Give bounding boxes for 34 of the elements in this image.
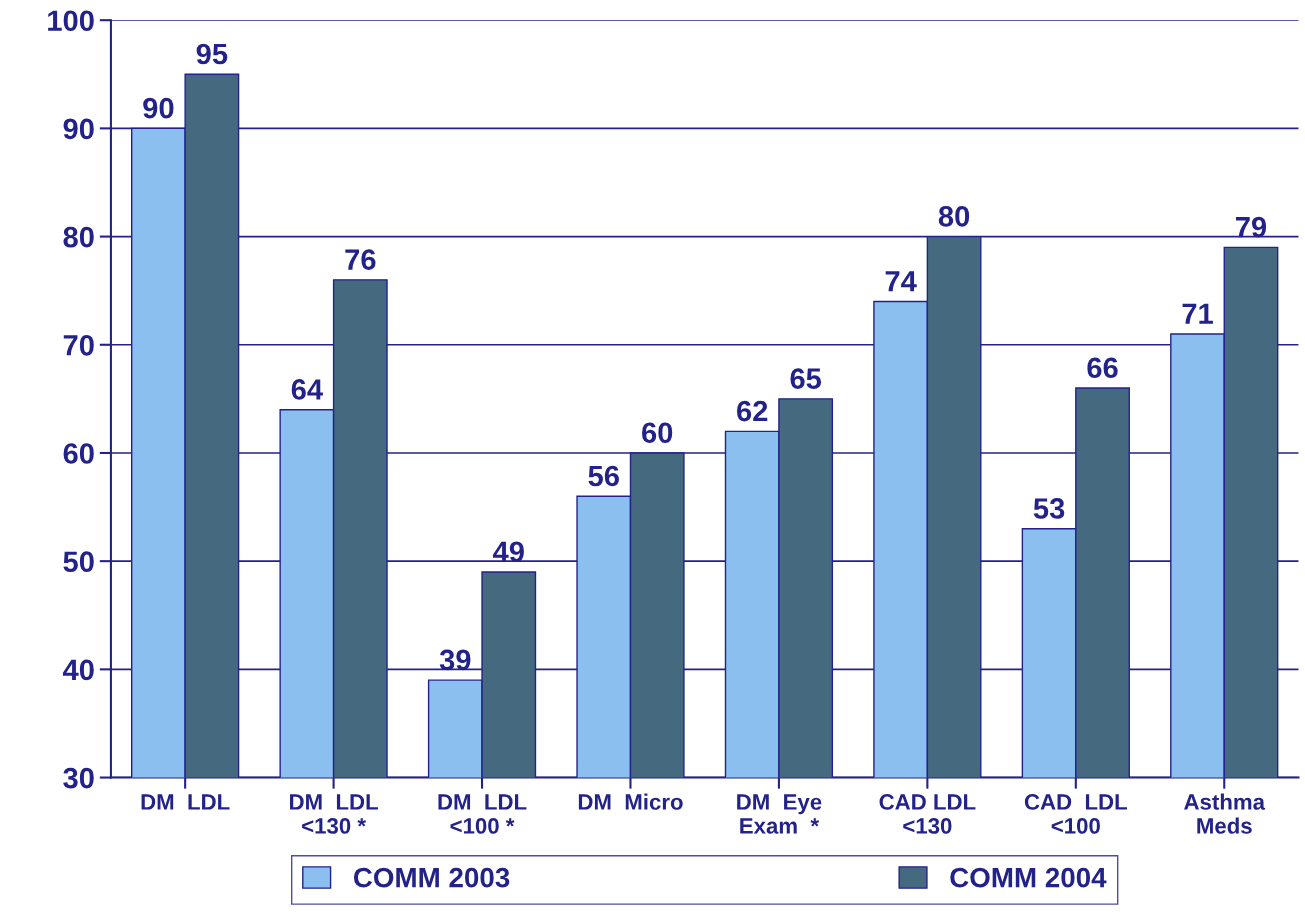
data-label: 95 (196, 43, 228, 65)
data-label: 39 (439, 649, 471, 671)
data-label: 60 (642, 422, 673, 444)
x-tick-label: DM Micro (578, 793, 683, 810)
x-tick-label: DM LDL <100 * (438, 794, 527, 834)
x-tick-label: CAD LDL <130 (879, 794, 976, 834)
data-label: 62 (737, 400, 768, 422)
y-tick-label: 50 (63, 551, 94, 573)
x-tick-label: DM Eye Exam * (737, 794, 822, 834)
y-tick-label: 30 (63, 767, 94, 789)
data-label: 49 (492, 541, 524, 563)
data-label: 74 (885, 271, 917, 292)
data-label: 64 (291, 379, 323, 400)
legend-label: COMM 2003 (353, 867, 510, 888)
y-tick-label: 70 (63, 334, 94, 356)
data-label: 80 (938, 206, 970, 227)
y-tick-label: 60 (63, 443, 94, 464)
y-tick-label: 80 (63, 226, 94, 248)
y-tick-label: 40 (62, 659, 94, 681)
y-tick-label: 90 (63, 118, 94, 140)
y-tick-label: 100 (48, 10, 94, 32)
data-label: 66 (1087, 357, 1118, 379)
data-label: 53 (1033, 498, 1065, 519)
x-tick-label: CAD LDL <100 (1024, 794, 1127, 834)
data-label: 65 (790, 368, 822, 389)
data-label: 56 (588, 465, 619, 487)
x-tick-label: DM LDL (141, 794, 230, 810)
data-label: 71 (1182, 303, 1213, 324)
data-label: 79 (1236, 216, 1267, 238)
data-label: 76 (345, 249, 376, 270)
data-label: 90 (143, 97, 174, 119)
x-tick-label: DM LDL <130 * (290, 794, 378, 834)
x-tick-label: Asthma Meds (1184, 793, 1266, 834)
legend-label: COMM 2004 (950, 867, 1107, 888)
